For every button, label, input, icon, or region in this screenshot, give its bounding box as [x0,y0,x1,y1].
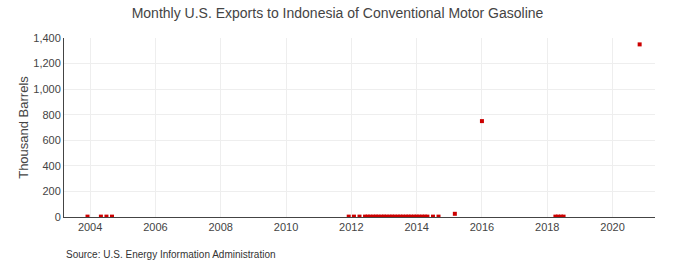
svg-text:2014: 2014 [404,221,428,233]
svg-text:200: 200 [42,185,60,197]
svg-text:0: 0 [55,211,61,223]
svg-text:Monthly U.S. Exports to Indone: Monthly U.S. Exports to Indonesia of Con… [132,5,544,21]
svg-text:2018: 2018 [535,221,559,233]
svg-text:Source: U.S. Energy Informatio: Source: U.S. Energy Information Administ… [66,249,276,260]
svg-text:2016: 2016 [470,221,494,233]
svg-text:2008: 2008 [208,221,232,233]
svg-text:1,400: 1,400 [33,32,61,44]
svg-text:600: 600 [42,134,60,146]
svg-text:1,200: 1,200 [33,57,61,69]
svg-text:2010: 2010 [274,221,298,233]
svg-text:2004: 2004 [78,221,102,233]
svg-text:2020: 2020 [600,221,624,233]
svg-text:400: 400 [42,160,60,172]
svg-text:1,000: 1,000 [33,83,61,95]
svg-text:800: 800 [42,109,60,121]
svg-text:2012: 2012 [339,221,363,233]
svg-text:Thousand Barrels: Thousand Barrels [16,76,31,179]
svg-text:2006: 2006 [143,221,167,233]
